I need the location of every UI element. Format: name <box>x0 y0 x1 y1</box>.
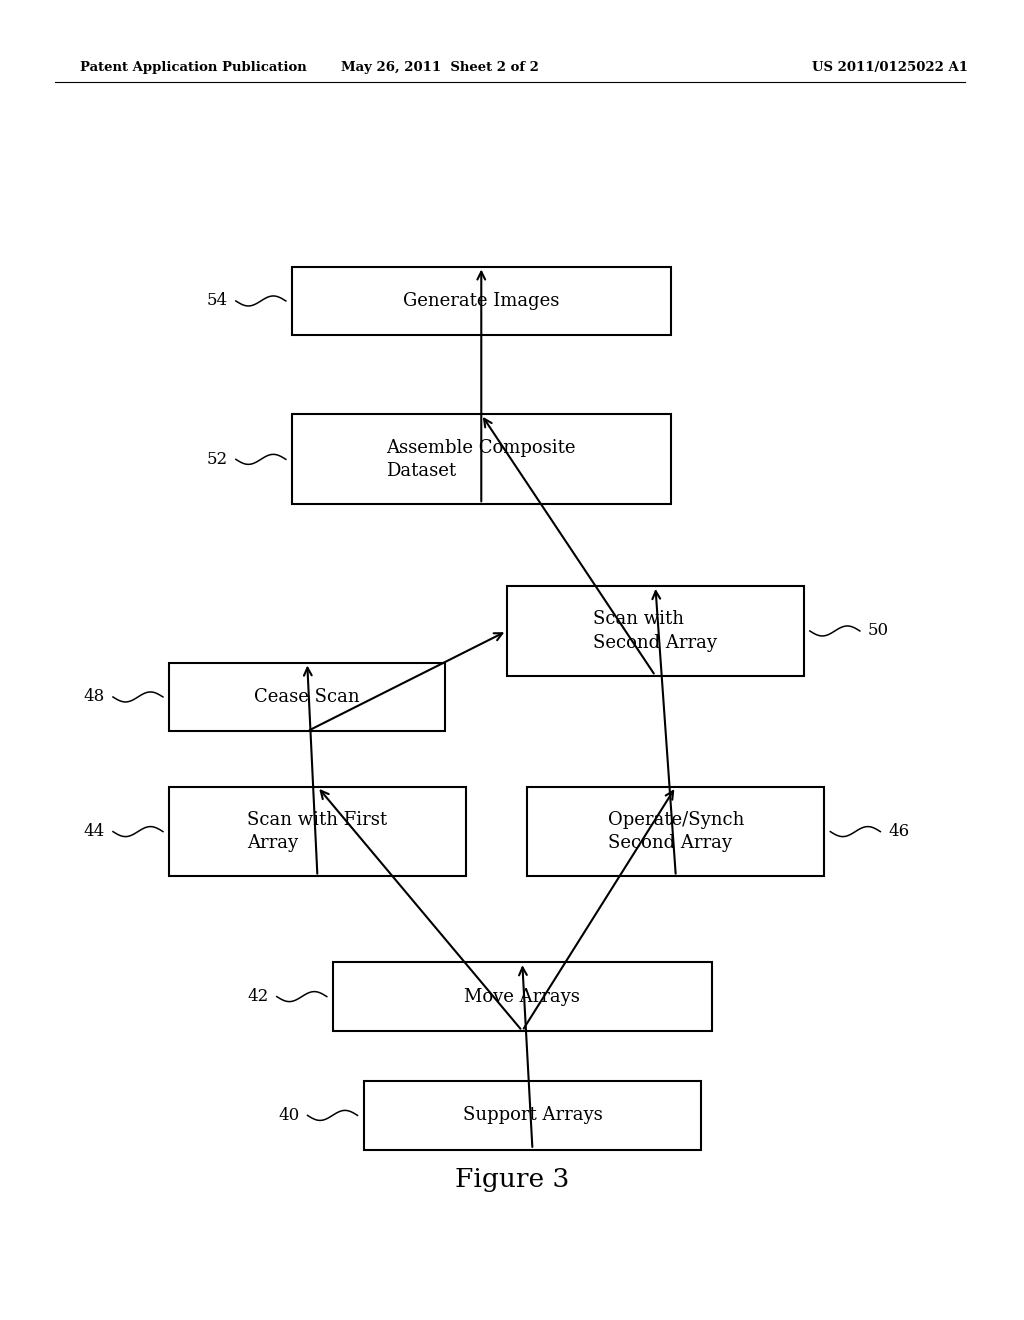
Text: 40: 40 <box>279 1107 299 1123</box>
Text: 42: 42 <box>248 989 268 1005</box>
Text: Generate Images: Generate Images <box>403 292 559 310</box>
Text: 46: 46 <box>889 824 909 840</box>
Text: 52: 52 <box>207 451 227 467</box>
Bar <box>169 787 466 876</box>
Text: Move Arrays: Move Arrays <box>464 987 581 1006</box>
Text: Scan with
Second Array: Scan with Second Array <box>593 610 718 652</box>
Text: Figure 3: Figure 3 <box>455 1167 569 1192</box>
Text: Assemble Composite
Dataset: Assemble Composite Dataset <box>386 438 577 480</box>
Text: 50: 50 <box>868 623 889 639</box>
Bar <box>507 586 804 676</box>
Text: 44: 44 <box>84 824 105 840</box>
Text: 48: 48 <box>84 689 104 705</box>
Bar <box>527 787 824 876</box>
Bar <box>333 962 712 1031</box>
Text: 54: 54 <box>207 293 227 309</box>
Text: Cease Scan: Cease Scan <box>254 688 360 706</box>
Text: Operate/Synch
Second Array: Operate/Synch Second Array <box>607 810 744 853</box>
Text: Scan with First
Array: Scan with First Array <box>248 810 387 853</box>
Bar <box>364 1081 701 1150</box>
Text: May 26, 2011  Sheet 2 of 2: May 26, 2011 Sheet 2 of 2 <box>341 62 539 74</box>
Bar <box>292 267 671 335</box>
Bar <box>292 414 671 504</box>
Text: US 2011/0125022 A1: US 2011/0125022 A1 <box>812 62 968 74</box>
Bar <box>169 663 445 731</box>
Text: Support Arrays: Support Arrays <box>463 1106 602 1125</box>
Text: Patent Application Publication: Patent Application Publication <box>80 62 307 74</box>
